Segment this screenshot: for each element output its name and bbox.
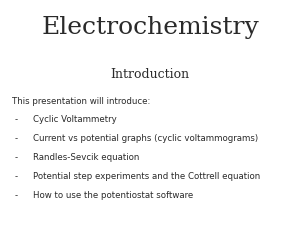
Text: Cyclic Voltammetry: Cyclic Voltammetry [33, 115, 117, 124]
Text: -: - [15, 172, 18, 181]
Text: This presentation will introduce:: This presentation will introduce: [12, 97, 150, 106]
Text: -: - [15, 134, 18, 143]
Text: -: - [15, 153, 18, 162]
Text: Introduction: Introduction [110, 68, 190, 81]
Text: -: - [15, 115, 18, 124]
Text: -: - [15, 191, 18, 200]
Text: Current vs potential graphs (cyclic voltammograms): Current vs potential graphs (cyclic volt… [33, 134, 258, 143]
Text: Electrochemistry: Electrochemistry [41, 16, 259, 39]
Text: How to use the potentiostat software: How to use the potentiostat software [33, 191, 193, 200]
Text: Randles-Sevcik equation: Randles-Sevcik equation [33, 153, 140, 162]
Text: Potential step experiments and the Cottrell equation: Potential step experiments and the Cottr… [33, 172, 260, 181]
